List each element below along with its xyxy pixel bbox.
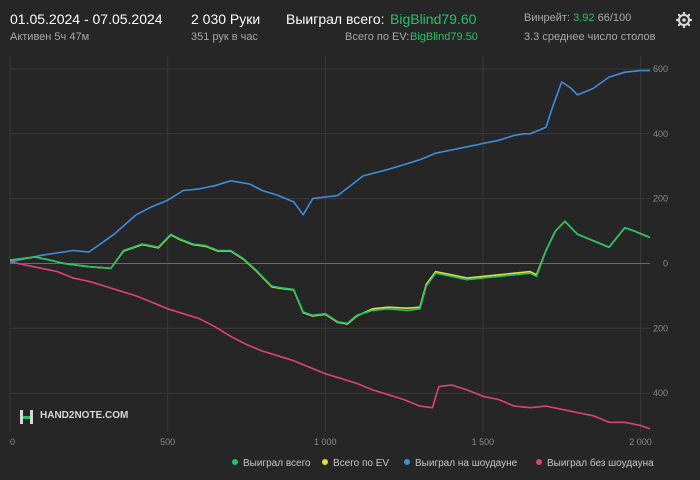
ev-total-label: Всего по EV: <box>345 31 410 43</box>
x-tick-label: 1 500 <box>472 437 495 447</box>
legend-item-nonshowdown[interactable]: Выиграл без шоудауна <box>536 458 654 469</box>
x-tick-label: 2 000 <box>629 437 652 447</box>
legend-label: Выиграл на шоудауне <box>415 458 518 469</box>
legend-label: Выиграл без шоудауна <box>547 458 654 469</box>
series-line-2 <box>9 69 650 263</box>
chart-grid <box>9 56 650 432</box>
chart-series <box>9 69 651 430</box>
chart-legend: Выиграл всего Всего по EV Выиграл на шоу… <box>0 452 700 476</box>
x-tick-label: 1 000 <box>314 437 337 447</box>
legend-item-showdown[interactable]: Выиграл на шоудауне <box>404 458 517 469</box>
y-tick-label: 600 <box>653 64 668 74</box>
y-tick-label: 0 <box>663 258 668 268</box>
summary-header: 01.05.2024 - 07.05.2024 Активен 5ч 47м 2… <box>0 0 700 50</box>
ev-total-value: BigBlind79.50 <box>410 31 478 43</box>
series-line-1 <box>9 220 651 325</box>
winrate-value: 3.92 <box>573 12 595 24</box>
active-time: Активен 5ч 47м <box>10 31 90 43</box>
winrate-label: Винрейт: <box>524 12 571 24</box>
legend-item-won[interactable]: Выиграл всего <box>232 458 311 469</box>
settings-gear-icon[interactable] <box>676 12 692 28</box>
series-line-3 <box>9 261 651 430</box>
gear-icon-svg <box>676 12 692 28</box>
legend-dot-icon <box>404 459 410 465</box>
logo-text: HAND2NOTE.COM <box>40 410 129 421</box>
winrate-line: Винрейт: 3.92 66/100 <box>524 12 631 24</box>
series-line-0 <box>9 220 651 325</box>
legend-item-ev[interactable]: Всего по EV <box>322 458 389 469</box>
x-tick-label: 0 <box>10 437 15 447</box>
y-tick-label: 200 <box>653 194 668 204</box>
chart-ticks: 0 500 1 000 1 500 2 000 400 200 0 200 400 600 <box>10 64 668 447</box>
legend-label: Всего по EV <box>333 458 390 469</box>
legend-dot-icon <box>232 459 238 465</box>
date-range[interactable]: 01.05.2024 - 07.05.2024 <box>10 11 163 27</box>
legend-dot-icon <box>536 459 542 465</box>
y-tick-label: 200 <box>653 323 668 333</box>
legend-label: Выиграл всего <box>243 458 311 469</box>
h-logo-icon <box>20 410 33 424</box>
y-tick-label: 400 <box>653 388 668 398</box>
legend-dot-icon <box>322 459 328 465</box>
y-tick-label: 400 <box>653 129 668 139</box>
won-total-label: Выиграл всего: <box>286 11 385 27</box>
x-tick-label: 500 <box>160 437 175 447</box>
hands-count: 2 030 Руки <box>191 11 261 27</box>
won-total-value: BigBlind79.60 <box>390 11 477 27</box>
hands-per-hour: 351 рук в час <box>191 31 259 43</box>
average-tables: 3.3 среднее число столов <box>524 31 656 43</box>
winrate-suffix: 66/100 <box>597 12 632 24</box>
